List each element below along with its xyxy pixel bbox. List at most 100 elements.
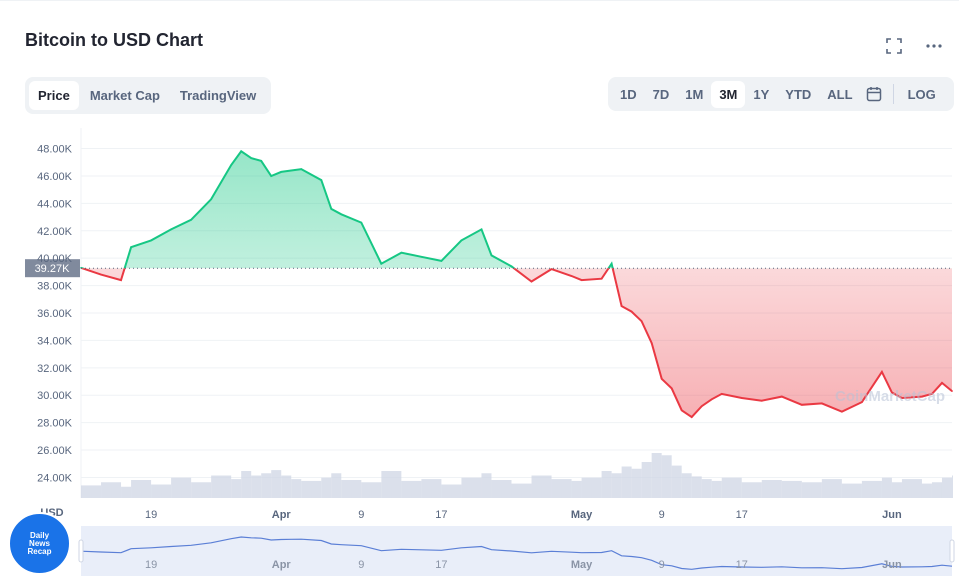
navigator-tick-label: May [571, 559, 593, 571]
volume-bar [331, 473, 342, 498]
volume-bar [271, 470, 282, 498]
volume-bar [461, 477, 482, 498]
range-7d[interactable]: 7D [652, 86, 670, 102]
x-tick-label: 19 [145, 509, 157, 521]
volume-bar [551, 479, 572, 498]
log-toggle[interactable]: LOG [907, 86, 936, 102]
navigator-tick-label: 17 [435, 559, 447, 571]
price-point [340, 213, 343, 216]
price-point [630, 310, 633, 313]
fullscreen-icon[interactable] [884, 36, 904, 56]
price-point [100, 273, 102, 276]
calendar-icon[interactable] [861, 86, 887, 102]
time-range-selector: 1D 7D 1M 3M 1Y YTD ALL LOG [608, 77, 954, 111]
price-point [620, 305, 623, 307]
volume-bar [441, 484, 462, 498]
watermark: CoinMarketCap [835, 388, 945, 405]
price-point [400, 251, 403, 254]
x-tick-label: 17 [435, 509, 447, 521]
x-tick-label: 9 [659, 509, 665, 521]
price-point [290, 169, 293, 172]
volume-bar [621, 466, 632, 498]
price-point [120, 279, 122, 281]
price-point [710, 398, 713, 401]
badge-line3: Recap [27, 546, 52, 556]
x-tick-label: Jun [882, 509, 902, 521]
volume-bar [881, 477, 892, 498]
volume-bar [821, 479, 842, 498]
price-point [901, 397, 903, 399]
price-point [610, 262, 613, 265]
tab-market-cap[interactable]: Market Cap [89, 88, 160, 103]
chart-type-tabs: Price Market Cap TradingView [25, 77, 272, 114]
more-icon-glyph [926, 44, 942, 48]
more-icon[interactable] [924, 36, 944, 56]
volume-bar [781, 480, 802, 498]
range-all[interactable]: ALL [827, 86, 853, 102]
volume-bar [321, 477, 332, 498]
range-separator [892, 84, 894, 104]
y-tick-label: 42.00K [37, 226, 73, 238]
volume-bar [711, 480, 722, 498]
volume-bar [801, 482, 822, 498]
price-point [891, 391, 893, 394]
volume-bar [641, 462, 652, 498]
range-1m[interactable]: 1M [685, 86, 704, 102]
volume-bar [121, 486, 132, 498]
navigator-line [80, 536, 953, 570]
price-point [570, 275, 573, 277]
navigator-handle-right [949, 539, 955, 563]
volume-bar [261, 473, 272, 498]
volume-bar [891, 482, 902, 498]
range-1d[interactable]: 1D [620, 86, 637, 102]
price-point [660, 377, 663, 380]
badge-line1: Daily [29, 530, 50, 540]
price-point [801, 404, 803, 406]
volume-bar [511, 483, 532, 498]
line-layer [80, 149, 953, 419]
y-tick-label: 38.00K [37, 281, 73, 293]
price-point [670, 387, 673, 390]
volume-bar [761, 480, 782, 498]
tab-price[interactable]: Price [29, 81, 79, 110]
volume-bar [952, 475, 953, 498]
price-point [320, 179, 323, 181]
volume-bar [101, 482, 122, 498]
price-point [740, 397, 743, 399]
volume-bar [191, 482, 212, 498]
price-point [650, 342, 653, 344]
volume-bar [581, 477, 602, 498]
price-point [460, 239, 463, 242]
x-tick-label: 17 [736, 509, 748, 521]
price-point [781, 395, 783, 398]
y-tick-label: 44.00K [37, 198, 73, 210]
navigator[interactable]: 19 Apr 9 17 May 9 17 Jun [78, 526, 955, 576]
y-tick-label: 30.00K [37, 390, 73, 402]
price-point [360, 221, 363, 224]
area-below-reference [81, 268, 952, 418]
volume-bar [241, 471, 252, 498]
price-point [490, 254, 493, 257]
range-ytd[interactable]: YTD [785, 86, 812, 102]
volume-bar [211, 475, 232, 498]
volume-bar [481, 473, 492, 498]
volume-bar [291, 479, 302, 498]
price-point [921, 395, 923, 398]
price-point [380, 262, 383, 265]
tab-tradingview[interactable]: TradingView [179, 88, 257, 103]
range-1y[interactable]: 1Y [753, 86, 770, 102]
navigator-tick-label: Apr [272, 559, 292, 571]
navigator-tick-label: Jun [882, 559, 902, 571]
navigator-tick-label: 9 [659, 559, 665, 571]
volume-bar [401, 480, 422, 498]
calendar-icon-glyph [866, 87, 881, 102]
price-point [600, 277, 603, 280]
range-3m[interactable]: 3M [711, 80, 746, 108]
volume-bar [901, 479, 922, 498]
y-tick-label: 40.00K [37, 253, 73, 265]
volume-bar [921, 483, 932, 498]
y-tick-label: 36.00K [37, 308, 73, 320]
price-point [150, 239, 152, 242]
price-point [300, 168, 303, 170]
